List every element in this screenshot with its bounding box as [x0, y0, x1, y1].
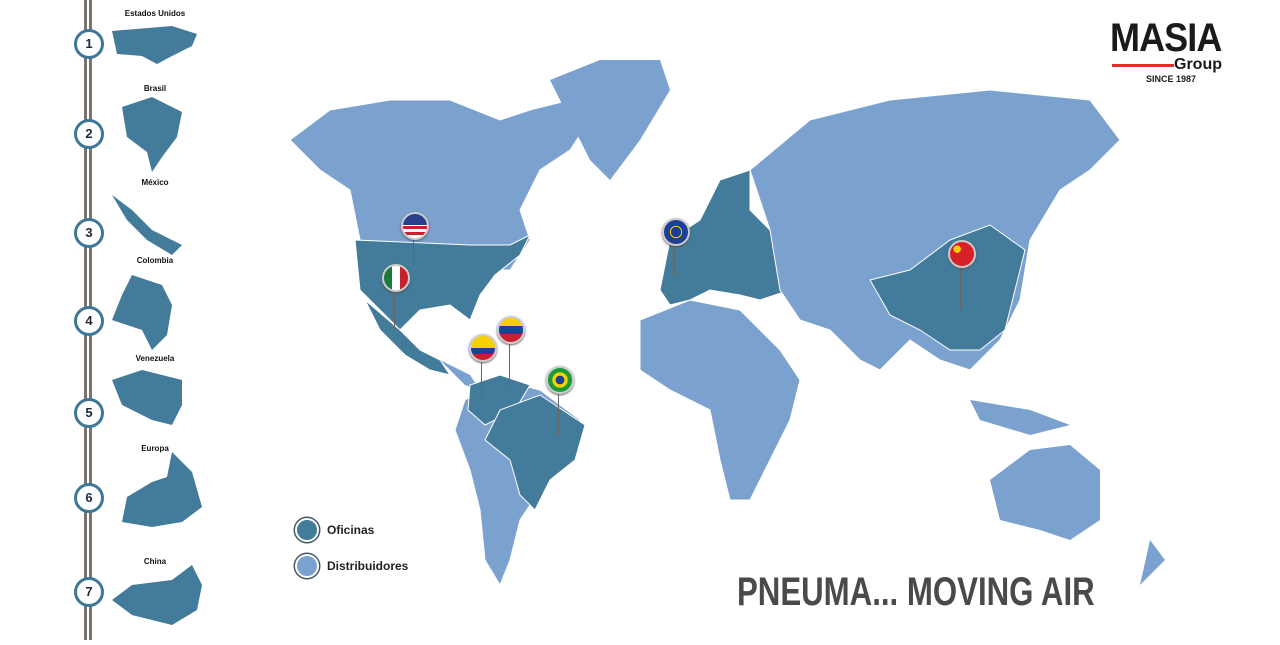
step-number-6: 6: [74, 483, 104, 513]
new-zealand: [1140, 540, 1165, 585]
country-silhouette: [112, 275, 172, 350]
country-label: Europa: [141, 444, 169, 453]
world-map: [289, 60, 1165, 587]
pin-stick: [394, 290, 395, 330]
central-america: [440, 360, 480, 390]
country-silhouette: [112, 195, 182, 255]
step-number-3: 3: [74, 218, 104, 248]
legend-label: Oficinas: [327, 523, 375, 537]
africa: [639, 299, 801, 501]
pin-stick: [509, 340, 510, 385]
usa: [354, 233, 532, 331]
legend-label: Distribuidores: [327, 559, 409, 573]
eu-flag-pin[interactable]: [662, 218, 690, 246]
mexico-flag-pin[interactable]: [382, 264, 410, 292]
brazil-flag-pin[interactable]: [546, 366, 574, 394]
pin-stick: [960, 265, 961, 310]
indonesia: [970, 400, 1070, 435]
logo-sub: Group: [1174, 56, 1222, 73]
china: [869, 224, 1026, 351]
legend-offices: Oficinas: [295, 518, 374, 542]
asia: [749, 89, 1121, 371]
country-label: Estados Unidos: [124, 9, 186, 18]
distributor-swatch-icon: [295, 554, 319, 578]
slogan: PNEUMA... MOVING AIR: [737, 570, 1095, 614]
country-silhouette: [122, 97, 182, 172]
china-flag-pin[interactable]: [948, 240, 976, 268]
venezuela-flag-pin[interactable]: [497, 316, 525, 344]
usa-flag-pin[interactable]: [401, 212, 429, 240]
masia-logo: MASIA Group SINCE 1987: [1110, 16, 1250, 84]
step-number-1: 1: [74, 29, 104, 59]
legend-distributors: Distribuidores: [295, 554, 408, 578]
pin-stick: [558, 390, 559, 435]
step-number-2: 2: [74, 119, 104, 149]
pin-stick: [481, 358, 482, 398]
office-swatch-icon: [295, 518, 319, 542]
brazil: [484, 394, 586, 511]
country-silhouette: [112, 370, 182, 425]
logo-name: MASIA: [1110, 16, 1222, 60]
country-label: Venezuela: [135, 354, 175, 363]
country-silhouette: [122, 452, 202, 527]
country-silhouette: [112, 26, 197, 64]
country-label: Brasil: [143, 84, 167, 93]
pin-stick: [674, 242, 675, 277]
pin-stick: [413, 236, 414, 266]
step-number-4: 4: [74, 306, 104, 336]
country-label: China: [143, 557, 167, 566]
country-label: México: [141, 178, 169, 187]
country-label: Colombia: [136, 256, 174, 265]
logo-red-line: [1112, 64, 1174, 67]
country-silhouette: [112, 565, 202, 625]
logo-since: SINCE 1987: [1146, 74, 1197, 84]
colombia-flag-pin[interactable]: [469, 334, 497, 362]
mexico: [364, 299, 452, 376]
greenland: [550, 60, 670, 180]
step-number-7: 7: [74, 577, 104, 607]
australia: [990, 445, 1100, 540]
step-number-5: 5: [74, 398, 104, 428]
